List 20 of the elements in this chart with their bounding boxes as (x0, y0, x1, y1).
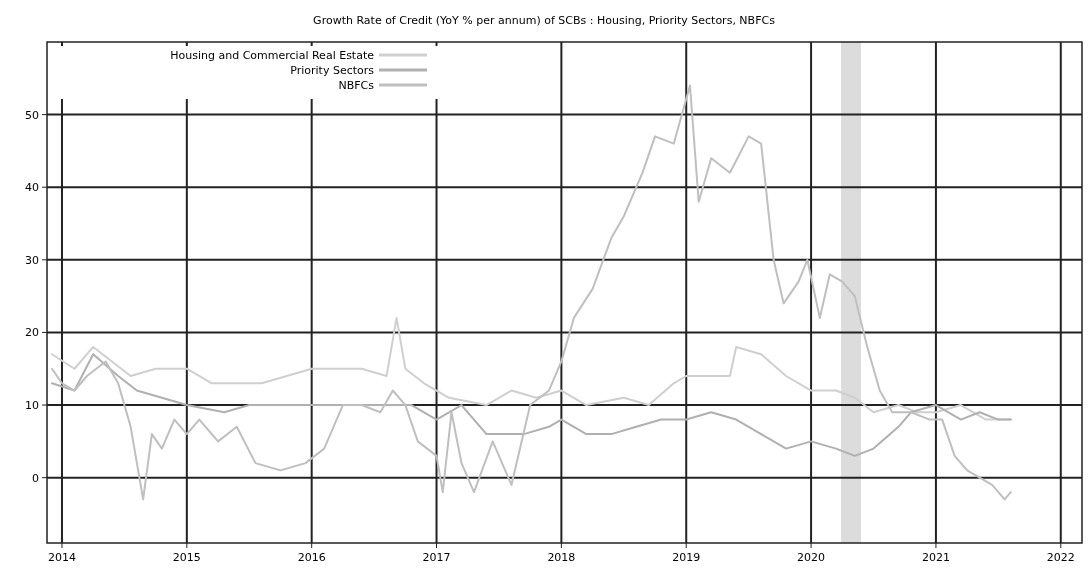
y-tick-label: 50 (25, 108, 39, 122)
chart-title: Growth Rate of Credit (YoY % per annum) of SCBs : Housing, Priority Sectors, NBFCs (313, 14, 776, 27)
x-tick-label: 2020 (797, 551, 826, 564)
x-tick-label: 2017 (422, 551, 451, 564)
x-tick-label: 2016 (297, 551, 326, 564)
x-tick-label: 2022 (1046, 551, 1075, 564)
y-tick-label: 40 (25, 181, 39, 195)
y-tick-label: 10 (25, 399, 39, 413)
y-tick-label: 20 (25, 326, 39, 340)
x-tick-label: 2021 (921, 551, 950, 564)
x-tick-label: 2019 (672, 551, 701, 564)
legend-label: Priority Sectors (290, 64, 375, 77)
y-tick-label: 0 (32, 471, 39, 485)
x-tick-label: 2014 (47, 551, 76, 564)
x-tick-label: 2018 (547, 551, 576, 564)
x-tick-label: 2015 (172, 551, 201, 564)
line-series (50, 353, 1012, 457)
legend-label: NBFCs (338, 79, 375, 92)
y-tick-label: 30 (25, 253, 39, 267)
legend-label: Housing and Commercial Real Estate (170, 49, 375, 62)
